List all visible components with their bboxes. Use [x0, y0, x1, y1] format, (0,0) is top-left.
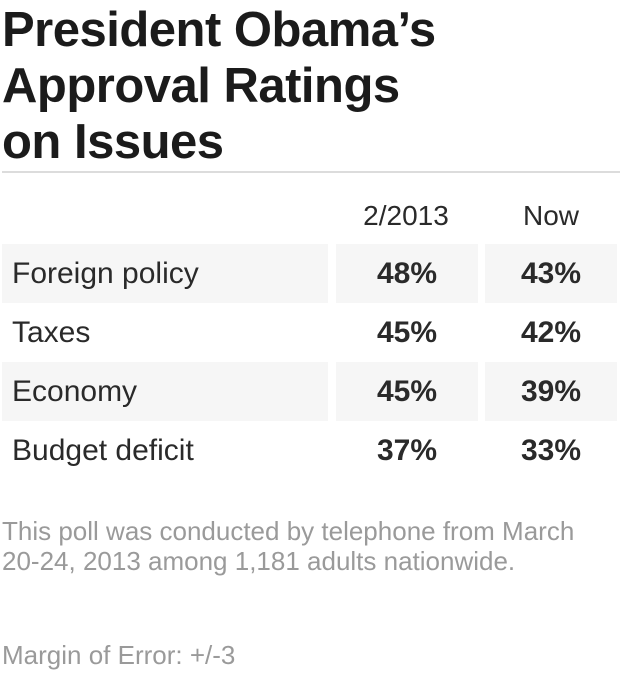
issue-label: Taxes — [12, 315, 91, 349]
value-now: 33% — [520, 433, 582, 467]
value-2013: 45% — [336, 362, 478, 421]
table-row: Budget deficit 37% 33% — [2, 421, 620, 480]
margin-of-error: Margin of Error: +/-3 — [2, 640, 236, 670]
ratings-table: 2/2013 Now Foreign policy 48% 43% Taxes 45% 4… — [2, 190, 620, 480]
chart-title: President Obama’s Approval Ratings on Is… — [2, 2, 612, 170]
value-now: 42% — [520, 315, 582, 349]
table-body: Foreign policy 48% 43% Taxes 45% 42% Economy 45… — [2, 244, 620, 480]
methodology-note: This poll was conducted by telephone fro… — [2, 516, 575, 576]
title-line: President Obama’s — [2, 3, 436, 57]
table-header: 2/2013 Now — [2, 190, 620, 244]
issue-label: Foreign policy — [2, 244, 328, 303]
column-header-now: Now — [522, 200, 579, 231]
title-line: on Issues — [2, 115, 224, 169]
issue-label: Budget deficit — [12, 433, 194, 467]
value-2013: 45% — [376, 315, 438, 349]
value-2013: 37% — [376, 433, 438, 467]
table-row: Foreign policy 48% 43% — [2, 244, 620, 303]
column-header-2013: 2/2013 — [363, 200, 449, 231]
value-now: 39% — [485, 362, 617, 421]
table-row: Taxes 45% 42% — [2, 303, 620, 362]
table-row: Economy 45% 39% — [2, 362, 620, 421]
issue-label: Economy — [2, 362, 328, 421]
value-2013: 48% — [336, 244, 478, 303]
title-divider — [2, 171, 620, 173]
title-line: Approval Ratings — [2, 59, 400, 113]
value-now: 43% — [485, 244, 617, 303]
